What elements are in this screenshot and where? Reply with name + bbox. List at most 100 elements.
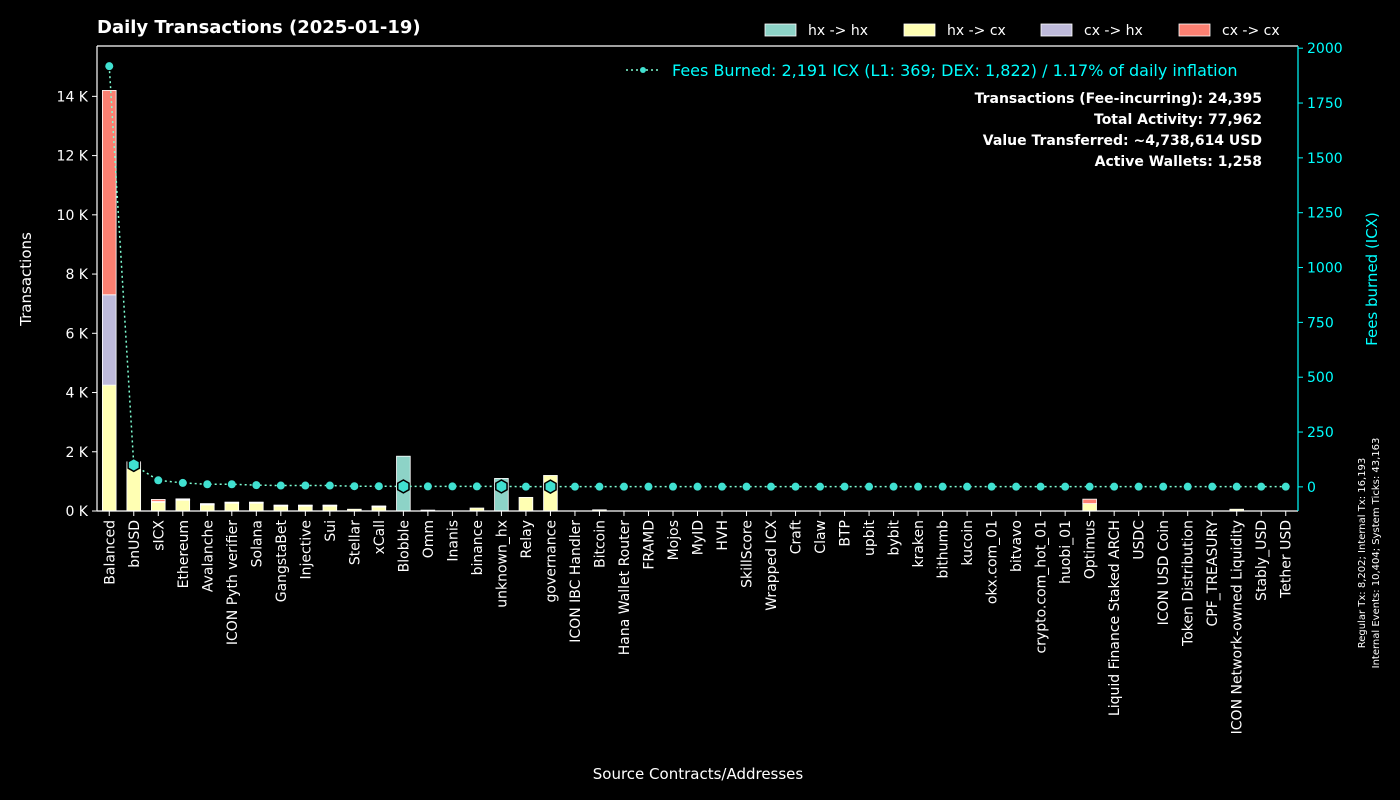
y-tick-label: 14 K <box>57 89 89 105</box>
x-axis-label: Source Contracts/Addresses <box>593 765 804 783</box>
fee-point <box>914 482 923 491</box>
bar-segment <box>101 294 117 386</box>
x-tick-label: ICON IBC Handler <box>568 520 584 643</box>
fee-point <box>521 482 530 491</box>
side-note: Internal Events: 10,404; System Ticks: 4… <box>1371 438 1382 669</box>
x-tick-label: HVH <box>715 520 731 551</box>
fee-point <box>178 478 187 487</box>
fee-point <box>865 482 874 491</box>
summary-annotation: Value Transferred: ~4,738,614 USD <box>983 133 1262 149</box>
fee-point <box>472 482 481 491</box>
bar-segment <box>101 384 117 512</box>
y-axis-label: Transactions <box>17 232 35 327</box>
y-tick-label: 10 K <box>57 208 89 224</box>
fee-point <box>423 482 432 491</box>
x-tick-label: Mojos <box>666 520 682 560</box>
x-tick-label: sICX <box>151 520 167 551</box>
x-tick-label: ICON USD Coin <box>1156 520 1172 625</box>
bar-segment <box>1082 498 1097 504</box>
summary-annotation: Total Activity: 77,962 <box>1094 112 1262 128</box>
fee-point <box>718 482 727 491</box>
bar-segment <box>224 502 240 512</box>
fee-point <box>987 482 996 491</box>
y-tick-label: 0 K <box>65 504 88 520</box>
fee-point <box>448 482 457 491</box>
x-tick-label: FRAMD <box>641 520 657 570</box>
fee-point <box>644 482 653 491</box>
y2-tick-label: 1000 <box>1307 261 1343 277</box>
fee-point <box>301 481 310 490</box>
x-tick-label: bybit <box>887 519 903 555</box>
y2-tick-label: 1250 <box>1307 206 1343 222</box>
fee-point <box>595 482 604 491</box>
x-tick-label: Hana Wallet Router <box>617 520 633 656</box>
x-tick-label: SkillScore <box>740 520 756 588</box>
x-tick-label: Bitcoin <box>592 520 608 568</box>
x-tick-label: Blobble <box>396 520 412 572</box>
fee-point <box>742 482 751 491</box>
x-tick-label: kraken <box>911 520 927 568</box>
x-tick-label: Balanced <box>102 520 118 585</box>
x-tick-label: GangstaBet <box>274 519 290 602</box>
fee-point <box>1232 482 1241 491</box>
fee-point-highlight <box>396 479 410 494</box>
fee-point <box>1085 482 1094 491</box>
x-tick-label: Injective <box>298 520 314 579</box>
fee-point <box>1110 482 1119 491</box>
x-tick-label: CPF_TREASURY <box>1205 520 1221 627</box>
y-tick-label: 4 K <box>65 386 88 402</box>
x-tick-label: Inanis <box>445 520 461 562</box>
x-tick-label: okx.com_01 <box>985 520 1001 604</box>
x-tick-label: Sui <box>323 520 339 542</box>
bar-segment <box>151 501 166 512</box>
legend-label: hx -> hx <box>808 23 868 39</box>
fee-point <box>276 481 285 490</box>
fee-point <box>889 482 898 491</box>
x-tick-label: Optimus <box>1083 520 1099 579</box>
fees-line <box>108 66 1286 488</box>
fee-point <box>767 482 776 491</box>
bar-segment <box>249 501 264 504</box>
fee-point <box>154 476 163 485</box>
summary-annotation: Transactions (Fee-incurring): 24,395 <box>975 91 1262 107</box>
fee-point <box>1159 482 1168 491</box>
fee-point <box>1061 482 1070 491</box>
bar-segment <box>322 504 338 507</box>
fee-point <box>570 482 579 491</box>
x-tick-label: huobi_01 <box>1058 520 1074 584</box>
x-tick-label: Tether USD <box>1279 520 1295 599</box>
x-tick-label: xCall <box>372 520 388 554</box>
bar-segment <box>200 504 215 512</box>
fee-point <box>1134 482 1143 491</box>
x-tick-label: unknown_hx <box>494 520 510 608</box>
bar-segment <box>371 505 387 508</box>
y2-axis-label: Fees burned (ICX) <box>1363 212 1381 346</box>
x-tick-label: Stably_USD <box>1254 520 1270 601</box>
fee-point-highlight <box>495 479 508 494</box>
fee-point <box>203 480 212 489</box>
fee-point-highlight <box>127 457 141 473</box>
fee-point <box>938 482 947 491</box>
bar-segment <box>151 499 166 502</box>
fee-point <box>105 62 114 71</box>
x-tick-label: Liquid Finance Staked ARCH <box>1107 520 1123 716</box>
fee-point <box>619 482 628 491</box>
fee-point <box>668 482 677 491</box>
x-tick-label: upbit <box>862 519 878 556</box>
x-tick-label: bitvavo <box>1009 520 1025 572</box>
bar-segment <box>1082 503 1097 512</box>
x-tick-label: Claw <box>813 520 829 554</box>
x-tick-label: binance <box>470 520 486 575</box>
fee-point-highlight <box>544 479 557 495</box>
x-tick-label: Solana <box>249 520 265 567</box>
y2-tick-label: 250 <box>1307 425 1334 441</box>
x-tick-label: Token Distribution <box>1181 520 1197 647</box>
y2-tick-label: 500 <box>1307 370 1334 386</box>
fee-point <box>693 482 702 491</box>
fee-point <box>963 482 972 491</box>
y-tick-label: 8 K <box>65 267 88 283</box>
bar-segment <box>249 502 264 512</box>
legend-swatch <box>903 23 936 37</box>
bar-segment <box>175 498 191 501</box>
